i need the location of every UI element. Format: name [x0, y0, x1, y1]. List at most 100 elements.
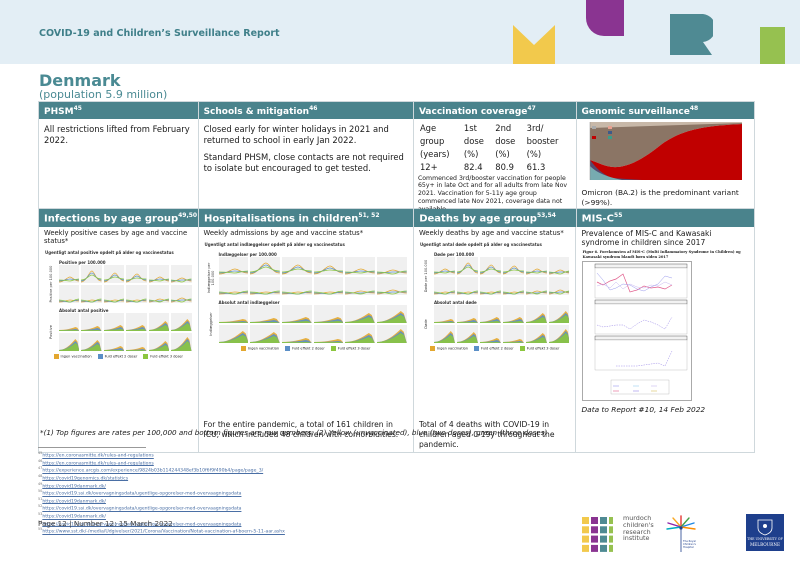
series-fuld-effekt-3-doser — [59, 298, 80, 303]
series-fuld-effekt-3-doser — [479, 290, 501, 295]
misc-figure-caption: Figur 6. Forekomsten af MIS-C (Multi Inf… — [582, 249, 741, 259]
panel-grid — [218, 257, 407, 295]
row-2-body: Weekly positive cases by age and vaccine… — [39, 227, 754, 452]
reference-link[interactable]: https://covid19danmark.dk/ — [42, 484, 106, 490]
facet-panel — [525, 305, 547, 323]
facet-panel — [479, 257, 501, 275]
series-fuld-effekt-3-doser — [525, 270, 547, 274]
facet-panel — [171, 313, 192, 331]
vaccination-row: 12+ 82.4 80.9 61.3 — [419, 161, 546, 172]
genomic-header: Genomic surveillance48 — [576, 102, 754, 119]
series-ingen-vaccination — [502, 265, 524, 275]
series-fuld-effekt-3-doser — [377, 270, 407, 275]
facet-panel — [548, 305, 570, 323]
figure-title: Ugentligt antal indlæggelser opdelt på a… — [204, 242, 345, 247]
facet-panel — [218, 305, 249, 323]
mcri-logo-tile — [582, 544, 589, 552]
facet-panel — [218, 257, 249, 275]
row-1-headers: PHSM45 Schools & mitigation46 Vaccinatio… — [39, 102, 754, 119]
legend-swatch — [519, 346, 525, 351]
facet-panel — [345, 325, 376, 343]
facet-panel — [148, 333, 170, 351]
legend-label: Fuld effekt 3 doser — [337, 346, 371, 351]
rch-label: The Royal — [683, 539, 696, 543]
figure-legend: Ingen vaccination Fuld effekt 2 doser Fuld… — [205, 346, 407, 351]
genomic-variant-chart — [581, 122, 748, 184]
series-fuld-effekt-3-doser — [345, 317, 376, 323]
facet-panel — [218, 325, 249, 343]
reference-item: 47https://experience.arcgis.com/experien… — [38, 466, 285, 474]
series-fuld-effekt-3-doser — [377, 333, 407, 343]
facet-panel — [433, 277, 455, 295]
mcri-logo-tile — [600, 544, 607, 552]
legend-item: Fuld effekt 3 doser — [330, 346, 371, 351]
reference-number: 54 — [38, 519, 43, 524]
panel-title: Indlæggelser per 100.000 — [218, 252, 277, 257]
mcri-logo-tile — [582, 517, 589, 524]
legend-label: Fuld effekt 2 doser — [292, 346, 325, 351]
facet-panel — [456, 325, 478, 343]
facet-panel — [250, 305, 280, 323]
figure-title: Ugentligt antal positive opdelt på alder… — [45, 250, 174, 255]
facet-panel — [479, 277, 501, 295]
facet-panel — [433, 305, 455, 323]
series-fuld-effekt-3-doser — [250, 266, 280, 273]
facet-panel — [103, 333, 125, 351]
reference-link[interactable]: https://covid19genomics.dk/statistics — [42, 476, 129, 482]
panel-title: Positive per 100.000 — [59, 260, 106, 265]
vaccination-body: Age 1st 2nd 3rd/ group dose dose booster (year… — [414, 119, 577, 213]
genomic-body: Omicron (BA.2) is the predominant varian… — [577, 119, 755, 208]
reference-link[interactable]: https://www.sst.dk/-/media/Udgivelser/20… — [42, 529, 285, 535]
infections-figure: Ugentligt antal positive opdelt på alder… — [45, 250, 192, 425]
mcri-logo-tile — [591, 517, 598, 524]
series-fuld-effekt-3-doser — [103, 298, 125, 303]
reference-link[interactable]: https://covid19.ssi.dk/overvagningsdata/… — [42, 522, 242, 528]
panel-block: Døde per 100.000 Døde per 100.000 — [420, 252, 570, 295]
facet-panel — [126, 313, 147, 331]
facet-panel — [59, 285, 80, 303]
series-fuld-effekt-2-doser — [345, 291, 376, 294]
reference-link[interactable]: https://covid19.ssi.dk/overvagningsdata/… — [42, 491, 242, 497]
facet-panel — [548, 257, 570, 275]
facet-panel — [377, 257, 407, 275]
y-axis-label: Døde per 100.000 — [423, 259, 428, 293]
legend-swatch — [143, 354, 149, 359]
reference-link[interactable]: https://en.coronasmitte.dk/rules-and-reg… — [42, 453, 154, 459]
series-fuld-effekt-3-doser — [171, 298, 192, 303]
reference-link[interactable]: https://covid19danmark.dk/ — [42, 499, 106, 505]
reference-link[interactable]: https://covid19danmark.dk/ — [42, 514, 106, 520]
panel-block: Absolut antal indlæggelser Indlæggelser — [205, 300, 407, 343]
phsm-header: PHSM45 — [39, 102, 199, 119]
mcri-logo-tile — [591, 535, 598, 543]
facet-panel — [148, 313, 170, 331]
series-fuld-effekt-2-doser — [250, 264, 280, 274]
reference-link[interactable]: https://en.coronasmitte.dk/rules-and-reg… — [42, 461, 154, 467]
hospitalisations-header: Hospitalisations in children51, 52 — [199, 209, 415, 227]
report-banner: COVID-19 and Children’s Surveillance Rep… — [0, 0, 800, 64]
reference-link[interactable]: https://experience.arcgis.com/experience… — [42, 468, 264, 474]
facet-panel — [479, 325, 501, 343]
series-fuld-effekt-3-doser — [525, 317, 547, 323]
deaths-note: Total of 4 deaths with COVID-19 in child… — [418, 420, 555, 449]
facet-panel — [148, 265, 170, 283]
series-fuld-effekt-3-doser — [502, 342, 524, 343]
series-ingen-vaccination — [126, 273, 147, 283]
series-fuld-effekt-2-doser — [525, 291, 547, 294]
facet-panel — [81, 333, 102, 351]
reference-link[interactable]: https://covid19.ssi.dk/overvagningsdata/… — [42, 506, 242, 512]
facet-panel — [250, 325, 280, 343]
series-fuld-effekt-3-doser — [81, 274, 102, 281]
facet-panel — [502, 277, 524, 295]
hospitalisations-body: Weekly admissions by age and vaccine sta… — [199, 227, 414, 452]
facet-panel — [126, 333, 147, 351]
series-fuld-effekt-3-doser — [345, 337, 376, 343]
reference-number: 50 — [38, 489, 43, 494]
series-fuld-effekt-3-doser — [103, 276, 125, 281]
panel-grid — [59, 265, 192, 303]
svg-text:Children's: Children's — [683, 542, 697, 546]
legend-item: Fuld effekt 3 doser — [143, 354, 183, 359]
series-fuld-effekt-3-doser — [81, 298, 102, 303]
series-fuld-effekt-3-doser — [282, 268, 312, 273]
mcri-logo-tile — [609, 535, 613, 543]
facet-panel — [456, 305, 478, 323]
